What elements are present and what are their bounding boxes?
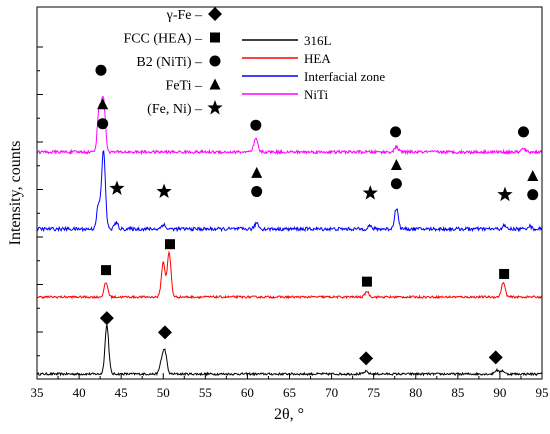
x-tick-label: 40 bbox=[73, 385, 86, 400]
triangle-marker bbox=[390, 159, 402, 171]
phase-legend: γ-Fe – FCC (HEA) – B2 (NiTi) – FeTi – (Fe, N… bbox=[123, 7, 223, 117]
x-tick-label: 70 bbox=[325, 385, 338, 400]
plot-markers bbox=[95, 64, 539, 366]
phase-legend-label: FCC (HEA) – bbox=[123, 32, 203, 47]
circle-marker bbox=[390, 178, 402, 190]
square-marker bbox=[361, 276, 372, 287]
square-marker bbox=[164, 239, 175, 250]
plot-lines bbox=[36, 96, 543, 377]
phase-legend-circle-marker bbox=[209, 55, 221, 67]
series-line-316l bbox=[36, 324, 543, 377]
phase-legend-label: (Fe, Ni) – bbox=[147, 102, 203, 117]
triangle-marker bbox=[251, 166, 263, 178]
phase-legend-diamond-marker bbox=[208, 7, 222, 21]
series-legend-label: HEA bbox=[304, 51, 331, 66]
x-tick-label: 85 bbox=[451, 385, 464, 400]
star-marker bbox=[497, 186, 513, 202]
series-legend: 316L HEA Interfacial zone NiTi bbox=[242, 33, 385, 102]
series-legend-label: Interfacial zone bbox=[304, 69, 385, 84]
x-tick-label: 35 bbox=[31, 385, 44, 400]
series-line-niti bbox=[36, 96, 543, 156]
star-marker bbox=[362, 185, 378, 200]
phase-legend-label: B2 (NiTi) – bbox=[136, 55, 203, 70]
x-tick-label: 45 bbox=[115, 385, 128, 400]
plot-frame bbox=[36, 6, 543, 380]
x-tick-label: 75 bbox=[367, 385, 380, 400]
diamond-marker bbox=[157, 325, 172, 340]
square-marker bbox=[101, 265, 112, 276]
x-axis-label: 2θ, ° bbox=[274, 406, 304, 423]
y-axis bbox=[37, 46, 43, 357]
series-legend-label: NiTi bbox=[304, 87, 328, 102]
diamond-marker bbox=[488, 350, 503, 365]
diamond-marker bbox=[359, 351, 374, 366]
circle-marker bbox=[250, 119, 262, 131]
diamond-marker bbox=[99, 311, 114, 326]
x-tick-label: 50 bbox=[157, 385, 170, 400]
phase-legend-label: FeTi – bbox=[166, 79, 203, 94]
circle-marker bbox=[95, 64, 107, 76]
circle-marker bbox=[517, 126, 529, 138]
phase-legend-label: γ-Fe – bbox=[166, 8, 203, 23]
triangle-marker bbox=[97, 98, 109, 110]
circle-marker bbox=[527, 189, 539, 201]
circle-marker bbox=[251, 186, 263, 198]
y-axis-label: Intensity, counts bbox=[7, 141, 24, 246]
series-legend-label: 316L bbox=[304, 33, 332, 48]
x-tick-label: 95 bbox=[536, 385, 549, 400]
circle-marker bbox=[390, 126, 402, 138]
phase-legend-star-marker bbox=[207, 100, 223, 115]
circle-marker bbox=[97, 118, 109, 130]
x-tick-label: 90 bbox=[493, 385, 506, 400]
x-tick-label: 80 bbox=[409, 385, 422, 400]
triangle-marker bbox=[527, 169, 539, 181]
x-axis: 35 40 45 50 55 60 65 70 75 80 85 90 95 bbox=[31, 373, 549, 400]
star-marker bbox=[156, 183, 172, 199]
phase-legend-square-marker bbox=[210, 32, 220, 43]
square-marker bbox=[499, 268, 510, 279]
x-tick-label: 65 bbox=[283, 385, 296, 400]
star-marker bbox=[109, 180, 125, 195]
x-tick-label: 55 bbox=[199, 385, 212, 400]
phase-legend-triangle-marker bbox=[209, 78, 221, 90]
series-line-hea bbox=[36, 250, 543, 300]
x-tick-label: 60 bbox=[241, 385, 254, 400]
series-line-interfacial-zone bbox=[36, 149, 543, 233]
